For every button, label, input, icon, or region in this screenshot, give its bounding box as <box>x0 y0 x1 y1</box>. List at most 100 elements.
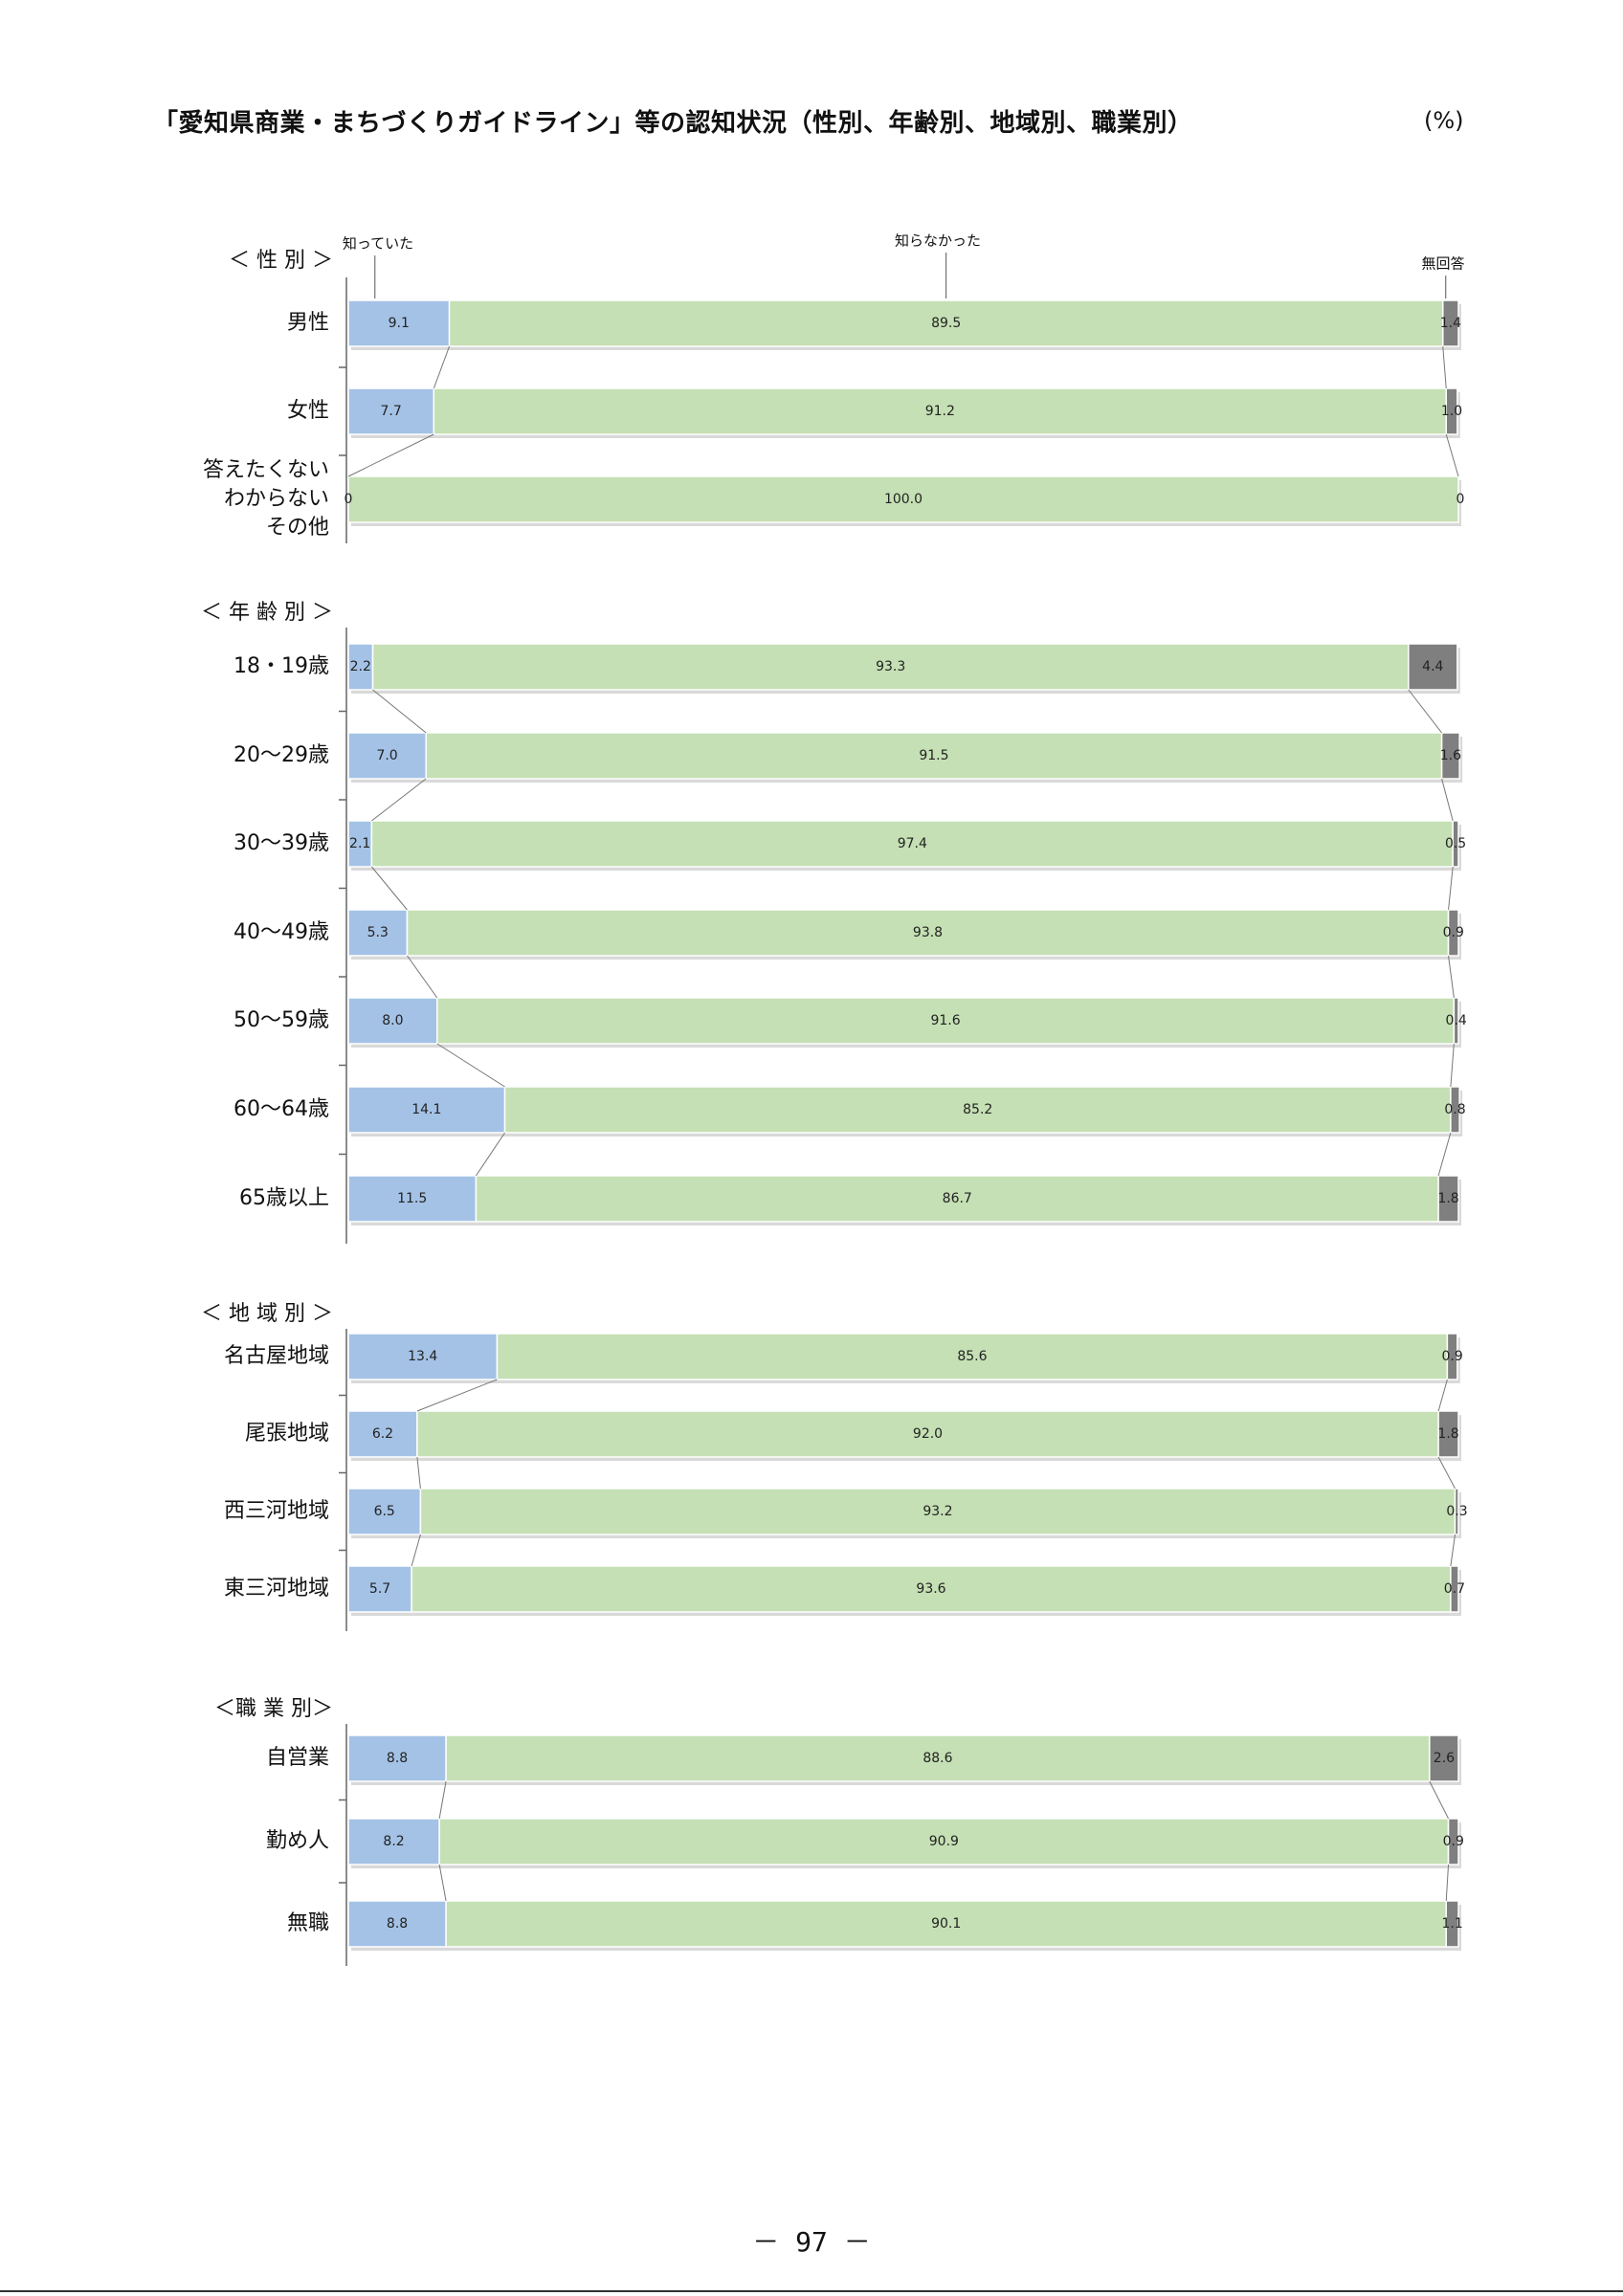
value-label: 5.3 <box>367 925 389 940</box>
series-connector <box>1437 1456 1456 1490</box>
stacked-bar-chart: ＜ 性 別 ＞ 男性 9.1 89.5 1.4 女性 7.7 91.2 1.0 答えたくないわから… <box>201 232 1468 1966</box>
bar-segment <box>347 643 374 691</box>
category-label: 東三河地域 <box>224 1577 329 1601</box>
value-label: 85.6 <box>957 1349 987 1364</box>
value-label: 8.8 <box>387 1751 408 1766</box>
value-label: 1.4 <box>1440 316 1461 331</box>
value-label: 14.1 <box>411 1102 441 1117</box>
value-label: 2.2 <box>350 659 371 674</box>
series-connector <box>1445 1864 1450 1902</box>
series-connector <box>1448 866 1454 911</box>
series-connector <box>1450 1534 1456 1567</box>
category-label: 無職 <box>287 1911 329 1935</box>
value-label: 93.3 <box>876 659 905 674</box>
bar-segment <box>1408 643 1458 691</box>
category-label: 女性 <box>287 399 329 423</box>
value-label: 8.8 <box>387 1916 408 1932</box>
bar-segment <box>347 732 427 780</box>
bar-segment <box>448 299 1444 347</box>
series-connector <box>433 345 451 389</box>
bar-segment <box>419 1488 1456 1535</box>
bar-segment <box>347 1175 478 1223</box>
value-label: 8.2 <box>383 1834 404 1849</box>
value-label: 89.5 <box>931 316 961 331</box>
series-connector <box>1441 778 1454 822</box>
value-label: 4.4 <box>1422 659 1443 674</box>
series-connector <box>416 1456 421 1490</box>
series-connector <box>1429 1780 1450 1820</box>
value-label: 6.5 <box>374 1504 395 1519</box>
value-label: 91.5 <box>919 748 948 763</box>
bar-segment <box>475 1175 1439 1223</box>
legend-entry: 知らなかった <box>895 232 981 250</box>
value-label: 93.8 <box>913 925 943 940</box>
value-label: 6.2 <box>372 1426 393 1442</box>
bar-segment <box>347 1488 422 1535</box>
value-label: 11.5 <box>397 1191 427 1206</box>
value-label: 13.4 <box>408 1349 437 1364</box>
category-label: 男性 <box>287 311 329 335</box>
value-label: 91.2 <box>925 404 955 419</box>
series-connector <box>372 689 427 734</box>
value-label: 1.8 <box>1437 1426 1458 1442</box>
value-label: 85.2 <box>963 1102 992 1117</box>
value-label: 7.0 <box>376 748 397 763</box>
legend-entry: 無回答 <box>1421 255 1464 273</box>
series-connector <box>438 1864 447 1902</box>
value-label: 9.1 <box>389 316 410 331</box>
category-label: 18・19歳 <box>233 654 329 678</box>
bar-segment <box>1453 997 1459 1045</box>
series-connector <box>370 866 408 911</box>
category-label: 勤め人 <box>266 1829 329 1853</box>
value-label: 97.4 <box>898 836 927 851</box>
value-label: 1.6 <box>1440 748 1461 763</box>
value-label: 90.9 <box>929 1834 959 1849</box>
value-label: 8.0 <box>382 1013 403 1028</box>
bar-segment <box>411 1565 1452 1613</box>
bar-segment <box>1454 1488 1459 1535</box>
value-label: 91.6 <box>930 1013 960 1028</box>
bar-segment <box>347 909 409 957</box>
series-connector <box>407 955 438 999</box>
series-connector <box>1445 433 1459 477</box>
bar-segment <box>1429 1734 1459 1782</box>
value-label: 0 <box>1456 492 1465 507</box>
bar-segment <box>1437 1410 1459 1458</box>
value-label: 0.8 <box>1444 1102 1465 1117</box>
bar-segment <box>496 1333 1449 1380</box>
value-label: 0.3 <box>1446 1504 1467 1519</box>
value-label: 92.0 <box>913 1426 943 1442</box>
series-connector <box>1437 1132 1452 1177</box>
value-label: 1.1 <box>1441 1916 1462 1932</box>
category-label: 50～59歳 <box>233 1008 329 1032</box>
value-label: 93.2 <box>923 1504 952 1519</box>
value-label: 2.6 <box>1434 1751 1455 1766</box>
bar-segment <box>1446 1333 1458 1380</box>
series-connector <box>438 1780 447 1820</box>
series-connector <box>1408 689 1442 734</box>
series-connector <box>475 1132 505 1177</box>
bar-segment <box>347 997 438 1045</box>
section-label: ＜職 業 別＞ <box>214 1697 333 1721</box>
series-connector <box>411 1534 421 1567</box>
bar-segment <box>1452 820 1459 868</box>
category-label: 30～39歳 <box>233 831 329 855</box>
value-label: 90.1 <box>931 1916 961 1932</box>
bar-segment <box>1445 387 1458 435</box>
page-number: － 97 － <box>752 2226 871 2258</box>
bar-segment <box>1450 1086 1460 1134</box>
bar-segment <box>1440 732 1460 780</box>
category-label: 自営業 <box>266 1746 329 1770</box>
category-label: わからない <box>224 487 329 511</box>
value-label: 86.7 <box>943 1191 972 1206</box>
bar-segment <box>1450 1565 1459 1613</box>
bar-segment <box>1447 909 1459 957</box>
series-connector <box>347 433 434 477</box>
category-label: 尾張地域 <box>245 1422 329 1446</box>
bar-segment <box>347 1734 447 1782</box>
bar-segment <box>347 1333 499 1380</box>
bar-segment <box>425 732 1443 780</box>
bar-segment <box>445 1900 1447 1948</box>
legend-entry: 知っていた <box>343 235 413 253</box>
section-label: ＜ 性 別 ＞ <box>229 249 333 273</box>
